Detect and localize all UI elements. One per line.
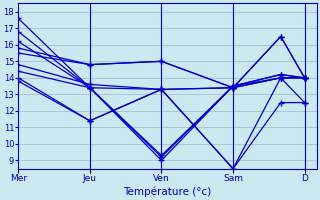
X-axis label: Température (°c): Température (°c): [123, 186, 212, 197]
